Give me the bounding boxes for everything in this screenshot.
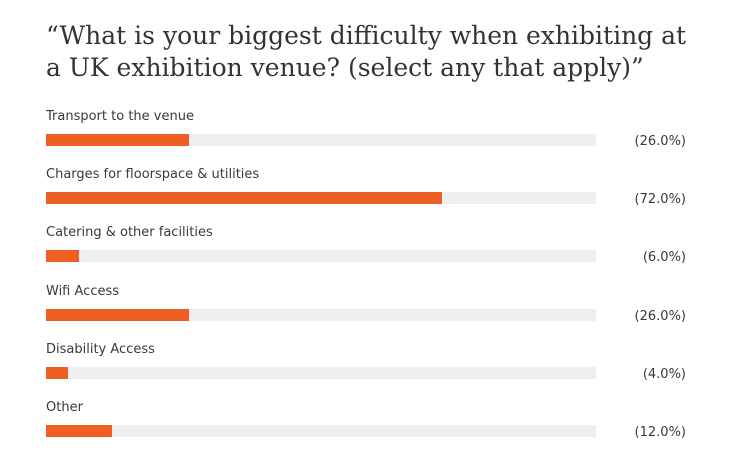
bar (46, 309, 189, 321)
bar-track (46, 250, 596, 262)
bar (46, 250, 79, 262)
bar-row: Wifi Access (26.0%) (0, 284, 730, 334)
bar (46, 367, 68, 379)
bar (46, 425, 112, 437)
value-label: (72.0%) (634, 192, 686, 207)
chart-title: “What is your biggest difficulty when ex… (46, 21, 687, 82)
bar-row: Other (12.0%) (0, 400, 730, 450)
category-label: Wifi Access (46, 284, 120, 299)
value-label: (12.0%) (634, 425, 686, 440)
bar-track (46, 425, 596, 437)
bar-row: Transport to the venue (26.0%) (0, 109, 730, 159)
bar (46, 192, 442, 204)
bar-track (46, 367, 596, 379)
bar-track (46, 134, 596, 146)
bar-track (46, 192, 596, 204)
category-label: Disability Access (46, 342, 155, 357)
value-label: (6.0%) (642, 250, 686, 265)
bar-row: Charges for floorspace & utilities (72.0%… (0, 167, 730, 217)
value-label: (4.0%) (642, 367, 686, 382)
category-label: Other (46, 400, 83, 415)
category-label: Transport to the venue (46, 109, 194, 124)
value-label: (26.0%) (634, 134, 686, 149)
bar-row: Catering & other facilities (6.0%) (0, 225, 730, 275)
category-label: Catering & other facilities (46, 225, 213, 240)
bar (46, 134, 189, 146)
value-label: (26.0%) (634, 309, 686, 324)
category-label: Charges for floorspace & utilities (46, 167, 260, 182)
bar-track (46, 309, 596, 321)
bar-row: Disability Access (4.0%) (0, 342, 730, 392)
